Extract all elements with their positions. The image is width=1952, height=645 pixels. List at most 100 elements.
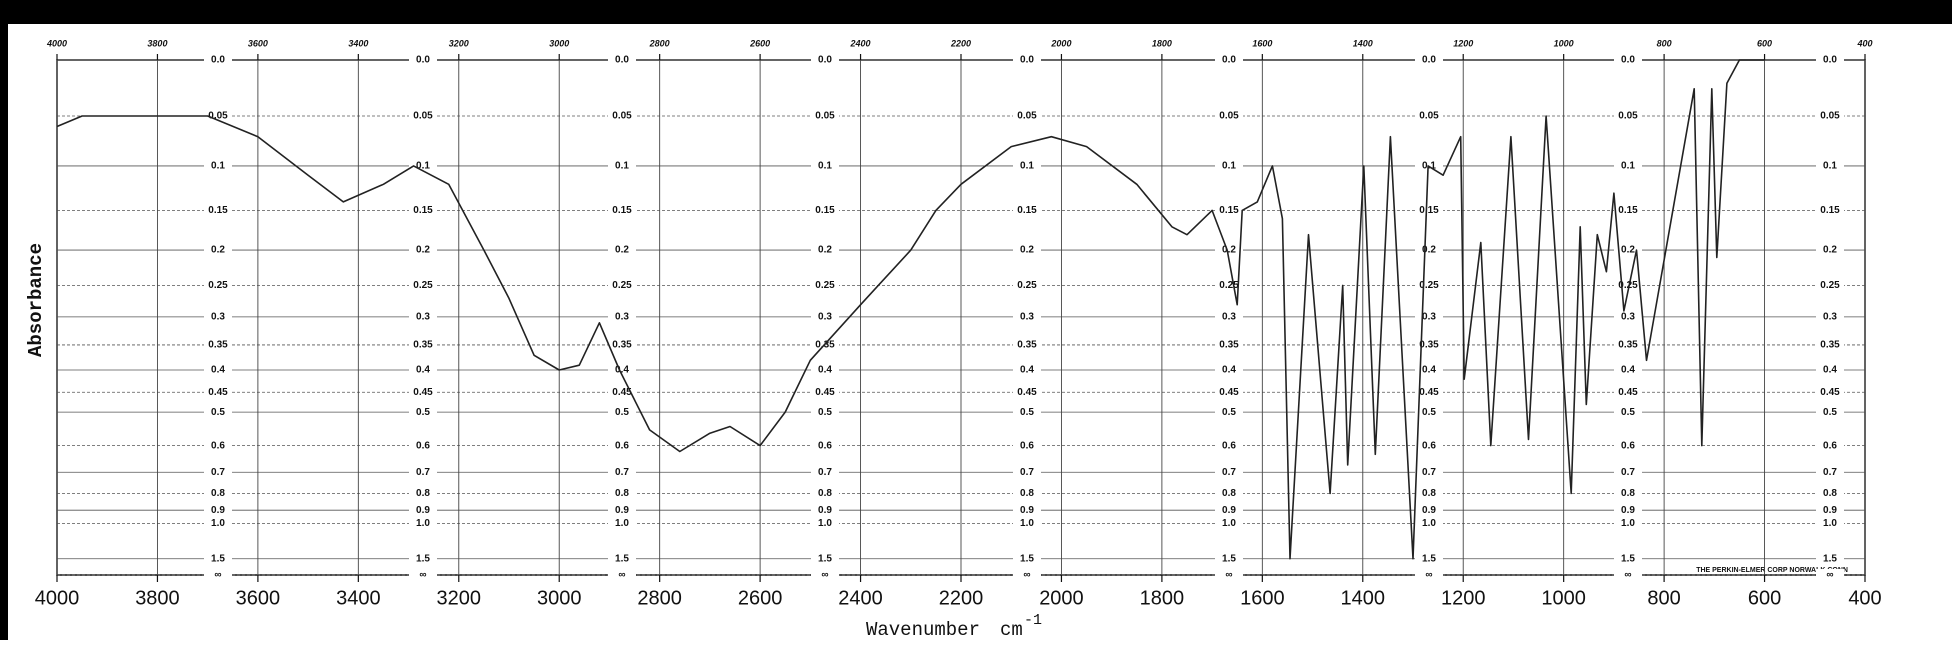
y-tick-label: 0.7 [416,467,430,478]
label-bg [1013,310,1041,323]
x2-tick-label: 1400 [1353,38,1373,48]
label-bg [409,439,437,452]
label-bg [1215,439,1243,452]
y-tick-label: 0.2 [615,245,629,256]
label-bg [409,310,437,323]
label-bg [811,310,839,323]
y-tick-label: 0.45 [1017,387,1037,398]
label-bg [1614,504,1642,517]
label-bg [1013,439,1041,452]
label-bg [1415,110,1443,123]
y-tick-label: 0.05 [413,111,433,122]
y-tick-label: 0.9 [1222,505,1236,516]
y-tick-label: 0.8 [416,488,430,499]
x-axis-unit: cm [1000,619,1023,640]
label-bg [204,552,232,565]
x-tick-label: 1200 [1441,587,1486,609]
y-tick-label: ∞ [1624,570,1631,581]
label-bg [1816,386,1844,399]
y-tick-label: 0.4 [1422,365,1436,376]
y-tick-label: 0.5 [1020,407,1034,418]
y-tick-label: 0.0 [1020,55,1034,66]
y-tick-label: 0.4 [615,365,629,376]
y-tick-label: 0.25 [413,280,433,291]
y-tick-label: 0.1 [416,161,430,172]
label-bg [1415,504,1443,517]
y-tick-label: 0.5 [1422,407,1436,418]
label-bg [1816,487,1844,500]
y-tick-label: 0.15 [1219,205,1239,216]
label-bg [1013,487,1041,500]
label-bg [1816,204,1844,217]
y-tick-label: 1.0 [1621,518,1635,529]
label-bg [608,159,636,172]
y-tick-label: 1.5 [818,553,832,564]
y-tick-label: 0.4 [1222,365,1236,376]
y-tick-label: 0.3 [211,312,225,323]
label-bg [1215,54,1243,66]
y-tick-label: 0.1 [1020,161,1034,172]
y-tick-label: 0.35 [1618,340,1638,351]
x2-tick-label: 2600 [749,38,770,48]
y-tick-label: 0.6 [1621,440,1635,451]
y-tick-label: 0.15 [413,205,433,216]
y-tick-label: 1.0 [211,518,225,529]
y-tick-label: 0.25 [1419,280,1439,291]
label-bg [811,204,839,217]
x-tick-label: 800 [1647,587,1680,609]
y-tick-label: 0.9 [1020,505,1034,516]
y-tick-label: 0.5 [211,407,225,418]
label-bg [608,279,636,292]
y-tick-label: 0.7 [1222,467,1236,478]
y-tick-label: 0.0 [1422,55,1436,66]
label-bg [811,54,839,66]
label-bg [608,204,636,217]
label-bg [1215,552,1243,565]
label-bg [1013,54,1041,66]
y-tick-label: 0.7 [818,467,832,478]
label-bg [811,439,839,452]
x2-tick-label: 3400 [348,38,368,48]
label-bg [1614,386,1642,399]
label-bg [1816,110,1844,123]
y-tick-label: 0.6 [1222,440,1236,451]
label-bg [1013,386,1041,399]
y-tick-label: 0.9 [416,505,430,516]
label-bg [1415,517,1443,530]
y-tick-label: 0.9 [1823,505,1837,516]
label-bg [811,552,839,565]
y-axis-label: Absorbance [25,243,47,357]
y-tick-label: 0.25 [815,280,835,291]
y-tick-label: 0.0 [1222,55,1236,66]
y-tick-label: 0.0 [1823,55,1837,66]
label-bg [1614,517,1642,530]
label-bg [1816,552,1844,565]
x2-tick-label: 3200 [449,38,469,48]
y-tick-label: 0.3 [1422,312,1436,323]
y-tick-label: 0.7 [1823,467,1837,478]
label-bg [608,244,636,257]
label-bg [1816,504,1844,517]
y-tick-label: 0.35 [413,340,433,351]
x-tick-label: 2800 [637,587,682,609]
y-tick-label: 0.2 [1020,245,1034,256]
x-tick-label: 2000 [1039,587,1084,609]
label-bg [811,244,839,257]
label-bg [608,552,636,565]
label-bg [204,244,232,257]
label-bg [1415,439,1443,452]
label-bg [1816,406,1844,419]
y-tick-label: 0.15 [815,205,835,216]
label-bg [608,439,636,452]
y-tick-label: 0.35 [1017,340,1037,351]
y-tick-label: 1.5 [1020,553,1034,564]
label-bg [811,159,839,172]
label-bg [1614,466,1642,479]
label-bg [608,363,636,376]
y-tick-label: 0.35 [208,340,228,351]
y-tick-label: 0.25 [1219,280,1239,291]
y-tick-label: 0.0 [818,55,832,66]
spectrum-line [56,59,1765,560]
label-bg [608,54,636,66]
label-bg [1215,569,1243,581]
